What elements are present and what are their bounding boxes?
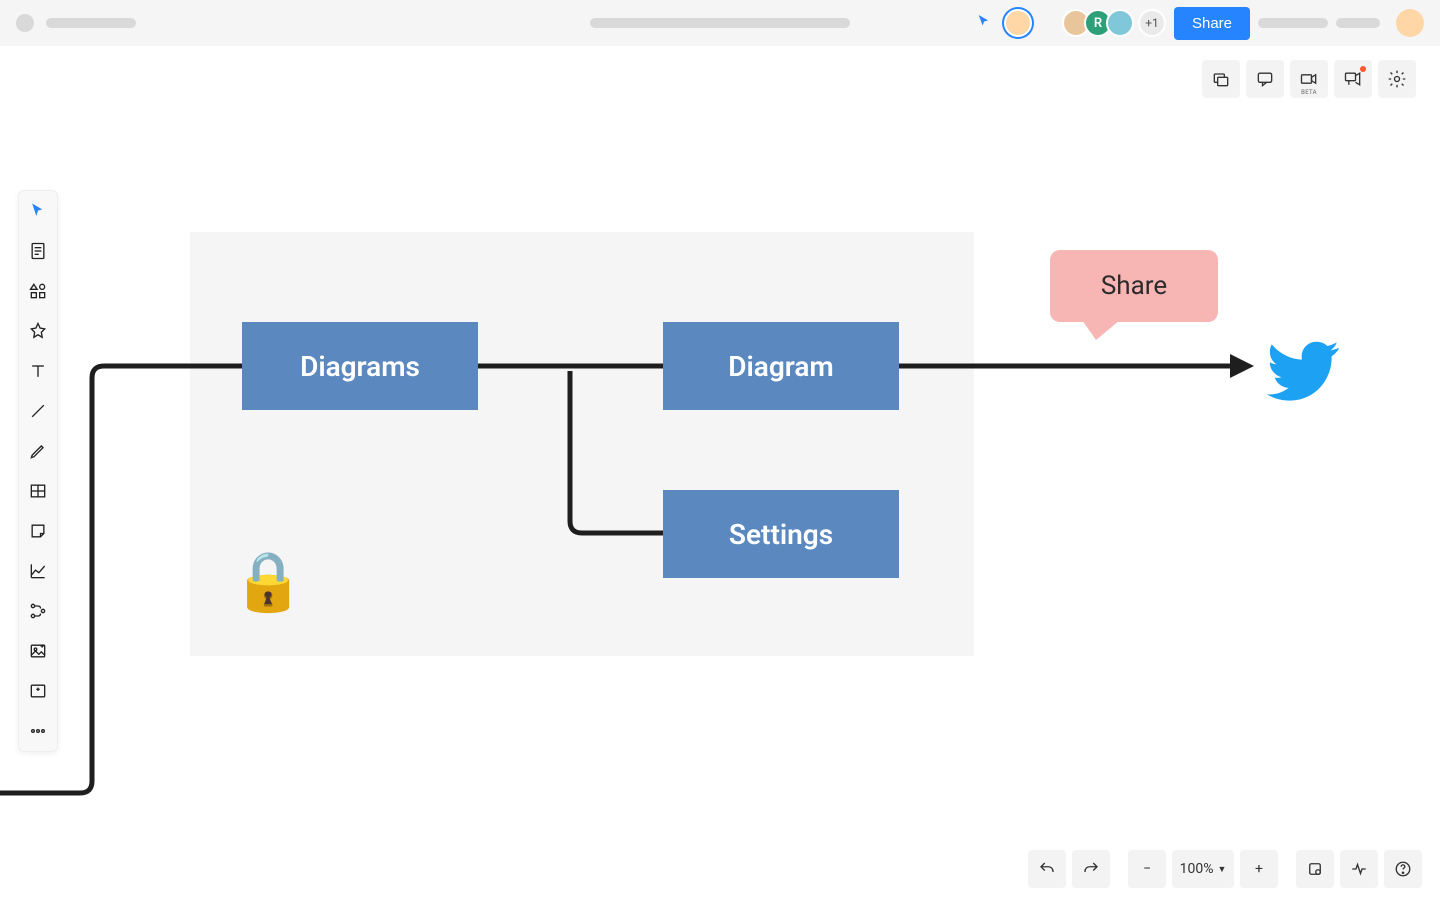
arrow-head-icon bbox=[1230, 354, 1254, 378]
zoom-label: 100% bbox=[1180, 861, 1214, 877]
node-diagrams[interactable]: Diagrams bbox=[242, 322, 478, 410]
zoom-level[interactable]: 100% ▼ bbox=[1172, 850, 1234, 888]
node-label: Diagram bbox=[728, 350, 833, 383]
speech-label: Share bbox=[1101, 271, 1167, 301]
node-diagram[interactable]: Diagram bbox=[663, 322, 899, 410]
redo-icon[interactable] bbox=[1072, 850, 1110, 888]
background-panel[interactable] bbox=[190, 232, 974, 656]
zoom-out-icon[interactable]: − bbox=[1128, 850, 1166, 888]
twitter-icon[interactable] bbox=[1260, 332, 1346, 414]
activity-icon[interactable] bbox=[1340, 850, 1378, 888]
zoom-in-icon[interactable]: + bbox=[1240, 850, 1278, 888]
node-settings[interactable]: Settings bbox=[663, 490, 899, 578]
canvas[interactable]: Diagrams Diagram Settings Share 🔒 bbox=[0, 0, 1440, 900]
lock-icon[interactable]: 🔒 bbox=[232, 548, 304, 616]
help-icon[interactable] bbox=[1384, 850, 1422, 888]
bottom-bar: − 100% ▼ + bbox=[1028, 850, 1422, 888]
undo-icon[interactable] bbox=[1028, 850, 1066, 888]
node-label: Diagrams bbox=[300, 350, 420, 383]
speech-bubble[interactable]: Share bbox=[1050, 250, 1218, 322]
node-label: Settings bbox=[729, 518, 833, 551]
layers-icon[interactable] bbox=[1296, 850, 1334, 888]
caret-down-icon: ▼ bbox=[1217, 864, 1226, 875]
